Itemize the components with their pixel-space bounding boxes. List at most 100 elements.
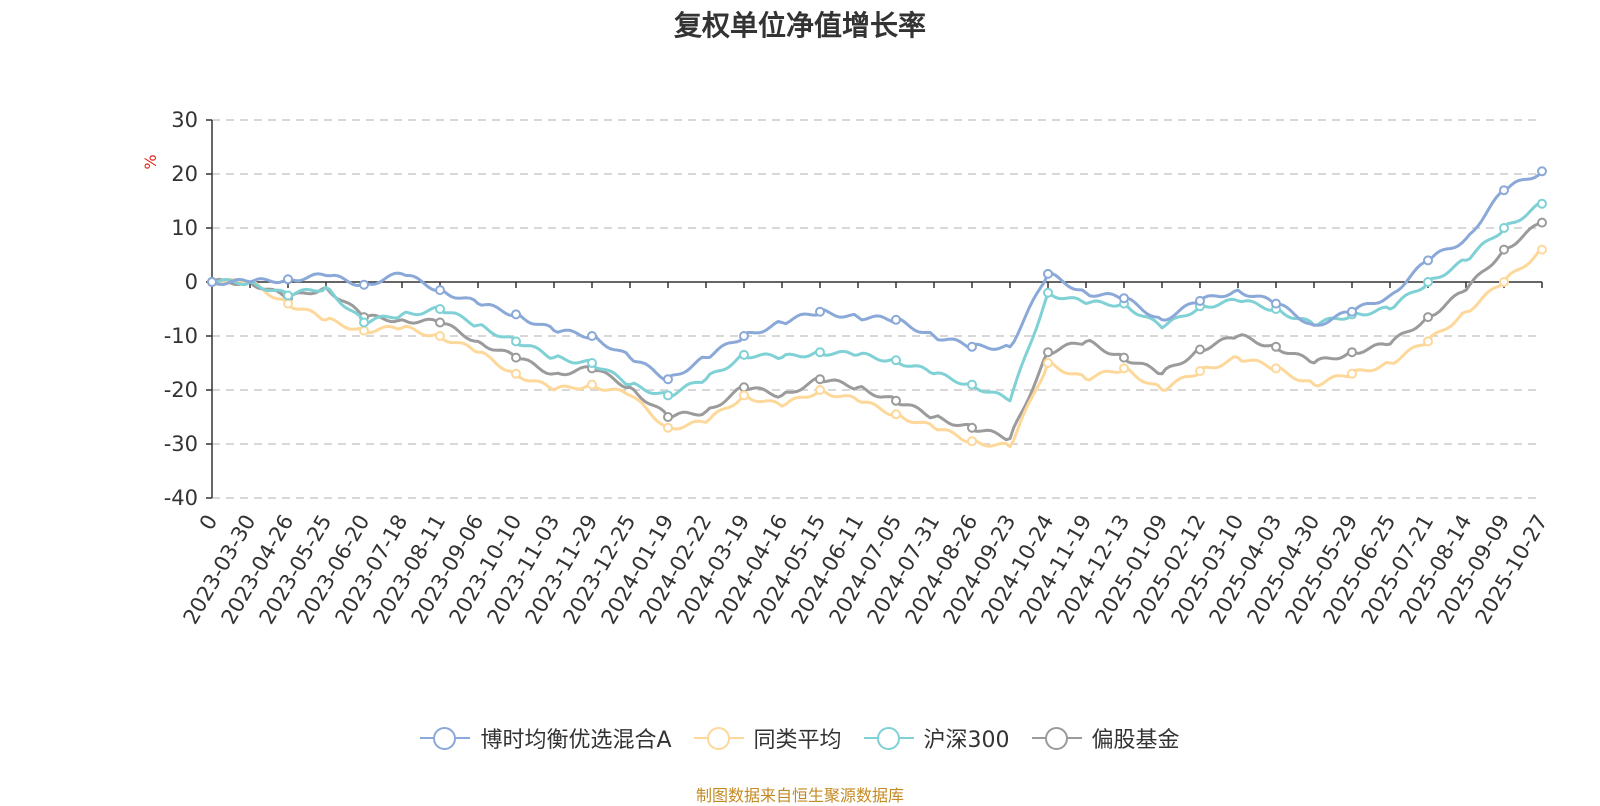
y-tick-label: 20 (171, 162, 198, 186)
data-point (891, 355, 901, 366)
data-point (283, 298, 293, 309)
data-point (1271, 298, 1281, 309)
data-point (891, 409, 901, 420)
data-point (815, 374, 825, 385)
data-point (1347, 306, 1357, 317)
data-point (967, 436, 977, 447)
legend-label: 博时均衡优选混合A (480, 728, 672, 753)
data-point (815, 385, 825, 395)
data-point (891, 395, 901, 406)
series-line (211, 221, 1543, 442)
y-tick-label: -30 (164, 432, 198, 456)
data-point (1271, 341, 1281, 352)
data-point (1537, 217, 1547, 228)
data-point (587, 379, 597, 390)
data-point (663, 412, 673, 422)
data-point (663, 374, 673, 385)
legend-label: 同类平均 (753, 728, 842, 753)
data-point (1119, 352, 1129, 363)
legend-marker-icon (863, 726, 914, 750)
x-tick-label: 0 (195, 511, 222, 535)
data-point (1537, 166, 1547, 177)
data-point (1537, 198, 1547, 209)
data-point (739, 390, 749, 401)
chart-title: 复权单位净值增长率 (673, 9, 926, 42)
series-lines (207, 166, 1547, 449)
data-point (1499, 223, 1509, 233)
data-point (587, 331, 597, 341)
data-point (283, 290, 293, 301)
data-point (1423, 255, 1433, 266)
data-point (967, 422, 977, 433)
data-point (359, 317, 369, 328)
data-point (1119, 363, 1129, 374)
data-point (663, 422, 673, 433)
data-point (739, 349, 749, 360)
series-line (211, 202, 1543, 403)
data-point (359, 279, 369, 290)
data-point (1043, 268, 1053, 279)
data-point (1423, 277, 1433, 287)
legend-label: 偏股基金 (1091, 728, 1180, 753)
data-source-note: 制图数据来自恒生聚源数据库 (695, 786, 904, 805)
data-point (435, 317, 445, 328)
data-point (359, 325, 369, 336)
data-point (1195, 366, 1205, 377)
data-point (1347, 347, 1357, 358)
data-point (435, 331, 445, 341)
data-point (967, 379, 977, 390)
data-point (511, 336, 521, 347)
legend-item-peer-average[interactable]: 同类平均 (693, 722, 842, 754)
data-point (1043, 358, 1053, 368)
data-point (587, 358, 597, 368)
data-point (815, 347, 825, 358)
data-point (1347, 368, 1357, 379)
data-point (815, 306, 825, 317)
data-point (1119, 293, 1129, 304)
data-point (967, 341, 977, 352)
data-point (435, 285, 445, 296)
y-tick-label: 10 (171, 216, 198, 240)
data-point (1499, 277, 1509, 287)
series-line (211, 170, 1544, 382)
y-tick-label: -10 (164, 324, 198, 348)
data-point (1499, 244, 1509, 255)
series-line (211, 248, 1543, 449)
data-point (1195, 344, 1205, 355)
legend-item-csi300[interactable]: 沪深300 (863, 722, 1010, 754)
data-point (207, 277, 217, 287)
y-tick-label: -40 (164, 486, 198, 510)
data-point (435, 304, 445, 314)
data-point (891, 314, 901, 325)
y-axis: -40 -30 -20 -10 0 10 20 30 (164, 108, 213, 510)
legend-marker-icon (693, 726, 744, 750)
data-point (739, 331, 749, 341)
data-point (1423, 336, 1433, 347)
data-point (1043, 287, 1053, 298)
gridlines (212, 119, 1542, 499)
data-point (283, 274, 293, 285)
data-point (739, 382, 749, 393)
data-point (511, 309, 521, 320)
legend-label: 沪深300 (923, 728, 1010, 753)
data-point (511, 352, 521, 363)
x-axis: 02023-03-302023-04-262023-05-252023-06-2… (179, 281, 1552, 628)
data-point (663, 390, 673, 401)
legend-item-fund[interactable]: 博时均衡优选混合A (420, 722, 672, 754)
data-point (1043, 347, 1053, 358)
legend-marker-icon (1031, 726, 1082, 750)
data-point (511, 368, 521, 379)
y-axis-label: % (141, 154, 160, 169)
legend: 博时均衡优选混合A 同类平均 沪深300 偏股基金 (0, 722, 1600, 754)
y-tick-label: 0 (185, 270, 198, 294)
y-tick-label: -20 (164, 378, 198, 402)
data-point (1499, 185, 1509, 196)
data-point (1271, 363, 1281, 374)
data-point (1537, 244, 1547, 255)
data-point (1423, 312, 1433, 323)
legend-marker-icon (420, 726, 471, 750)
legend-item-equity-funds[interactable]: 偏股基金 (1031, 722, 1180, 754)
data-point (1195, 295, 1205, 306)
y-tick-label: 30 (171, 108, 198, 132)
